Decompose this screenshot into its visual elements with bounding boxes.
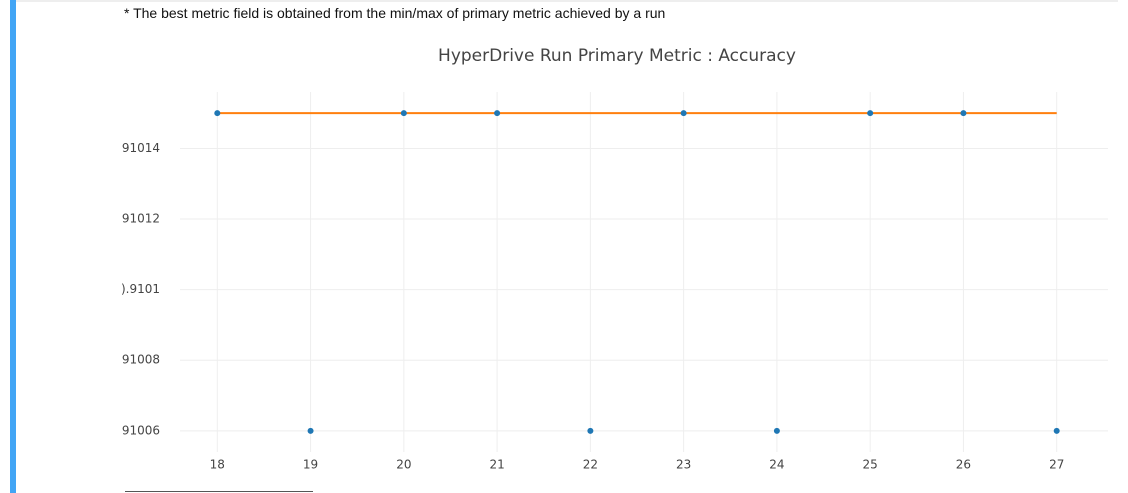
point bbox=[307, 427, 314, 434]
x-tick-label: 25 bbox=[863, 458, 878, 472]
x-tick-label: 20 bbox=[396, 458, 411, 472]
x-tick-label: 27 bbox=[1049, 458, 1064, 472]
x-tick-label: 26 bbox=[956, 458, 971, 472]
point bbox=[214, 110, 221, 117]
y-tick-label: ).9101 bbox=[121, 282, 160, 296]
point bbox=[494, 110, 501, 117]
x-tick-label: 19 bbox=[303, 458, 318, 472]
x-tick-label: 22 bbox=[583, 458, 598, 472]
point bbox=[773, 427, 780, 434]
note: * The best metric field is obtained from… bbox=[124, 5, 666, 21]
x-tick-label: 21 bbox=[489, 458, 504, 472]
underline bbox=[125, 491, 313, 492]
top-border bbox=[16, 0, 1118, 2]
chart-title: HyperDrive Run Primary Metric : Accuracy bbox=[438, 46, 796, 66]
y-tick-label: 91008 bbox=[122, 353, 160, 367]
point bbox=[867, 110, 874, 117]
x-tick-label: 18 bbox=[210, 458, 225, 472]
y-tick-label: 91006 bbox=[122, 423, 160, 437]
left-stripe bbox=[10, 0, 16, 493]
y-tick-label: 91012 bbox=[122, 212, 160, 226]
point bbox=[1053, 427, 1060, 434]
point bbox=[587, 427, 594, 434]
point bbox=[680, 110, 687, 117]
x-tick-label: 23 bbox=[676, 458, 691, 472]
x-tick-label: 24 bbox=[769, 458, 784, 472]
y-tick-label: 91014 bbox=[122, 141, 160, 155]
point bbox=[960, 110, 967, 117]
point bbox=[400, 110, 407, 117]
